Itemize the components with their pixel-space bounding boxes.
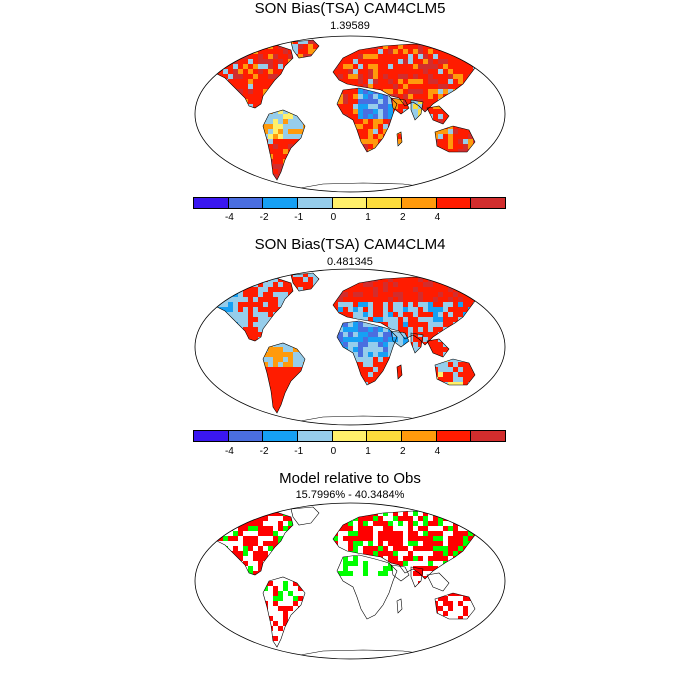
coastline-india: [410, 332, 424, 354]
panel-2-colorbar-ticks: -4 -2 -1 0 1 2 4: [193, 446, 505, 460]
colorbar-swatch: [470, 430, 506, 442]
colorbar-tick-label: 1: [365, 212, 371, 224]
coastline-europe-asia: [332, 276, 484, 346]
coastline-arabia: [390, 330, 410, 348]
coastline-africa: [336, 554, 398, 620]
colorbar-swatch: [227, 430, 264, 442]
panel-3-world-map: [194, 502, 506, 660]
colorbar-swatch: [193, 430, 229, 442]
panel-1-subtitle: 1.39589: [0, 20, 700, 33]
map-border: [194, 502, 506, 660]
colorbar-swatch: [331, 197, 368, 209]
coastline-arabia: [390, 564, 410, 582]
panel-3-subtitle: 15.7996% - 40.3484%: [0, 489, 700, 502]
colorbar-tick-label: 4: [435, 446, 441, 458]
colorbar-tick-label: -4: [225, 212, 234, 224]
map-border: [194, 35, 506, 193]
colorbar-tick-label: 2: [400, 212, 406, 224]
colorbar-tick-label: -4: [225, 446, 234, 458]
coastline-north-america: [202, 510, 294, 576]
panel-3-title: Model relative to Obs: [0, 470, 700, 488]
colorbar-tick-label: -2: [260, 446, 269, 458]
colorbar-swatch: [193, 197, 229, 209]
coastline-greenland: [290, 506, 320, 526]
coastlines: [202, 272, 484, 425]
colorbar-swatch: [435, 430, 472, 442]
colorbar-swatch: [262, 430, 298, 442]
coastline-africa: [336, 320, 398, 386]
coastline-australia: [434, 592, 476, 620]
coastline-north-america: [202, 43, 294, 109]
coastline-australia: [434, 358, 476, 386]
coastline-greenland: [290, 272, 320, 292]
coastline-madagascar: [396, 364, 403, 380]
colorbar-swatch: [401, 197, 437, 209]
colorbar-swatch: [366, 430, 402, 442]
colorbar-tick-label: 0: [331, 212, 337, 224]
panel-2-world-map: [194, 268, 506, 426]
colorbar-swatch: [227, 197, 264, 209]
coastline-madagascar: [396, 131, 403, 147]
colorbar-tick-label: -1: [294, 212, 303, 224]
colorbar-swatch: [435, 197, 472, 209]
colorbar-swatch: [470, 197, 506, 209]
colorbar-tick-label: -2: [260, 212, 269, 224]
coastline-madagascar: [396, 598, 403, 614]
coastlines: [202, 506, 484, 659]
colorbar-swatch: [331, 430, 368, 442]
colorbar-tick-label: 4: [435, 212, 441, 224]
panel-2-colorbar: [193, 430, 506, 444]
colorbar-tick-label: 1: [365, 446, 371, 458]
coastline-europe-asia: [332, 43, 484, 113]
coastline-india: [410, 99, 424, 121]
panel-2-title: SON Bias(TSA) CAM4CLM4: [0, 236, 700, 254]
colorbar-swatch: [297, 430, 333, 442]
coastline-south-america: [262, 342, 306, 414]
panel-1-title: SON Bias(TSA) CAM4CLM5: [0, 0, 700, 18]
map-border: [194, 268, 506, 426]
colorbar-tick-label: -1: [294, 446, 303, 458]
colorbar-swatch: [297, 197, 333, 209]
coastline-australia: [434, 125, 476, 153]
panel-2-subtitle: 0.481345: [0, 256, 700, 269]
panel-1-colorbar-ticks: -4 -2 -1 0 1 2 4: [193, 212, 505, 226]
colorbar-swatch: [262, 197, 298, 209]
coastline-arabia: [390, 97, 410, 115]
coastline-se-asia: [426, 572, 450, 592]
colorbar-tick-label: 0: [331, 446, 337, 458]
colorbar-tick-label: 2: [400, 446, 406, 458]
panel-1-world-map: [194, 35, 506, 193]
panel-1-colorbar: [193, 197, 506, 211]
coastline-africa: [336, 87, 398, 153]
coastline-south-america: [262, 109, 306, 181]
coastline-greenland: [290, 39, 320, 59]
coastline-india: [410, 566, 424, 588]
coastline-north-america: [202, 276, 294, 342]
colorbar-swatch: [366, 197, 402, 209]
coastline-europe-asia: [332, 510, 484, 580]
coastline-south-america: [262, 576, 306, 648]
coastline-se-asia: [426, 105, 450, 125]
colorbar-swatch: [401, 430, 437, 442]
coastline-se-asia: [426, 338, 450, 358]
